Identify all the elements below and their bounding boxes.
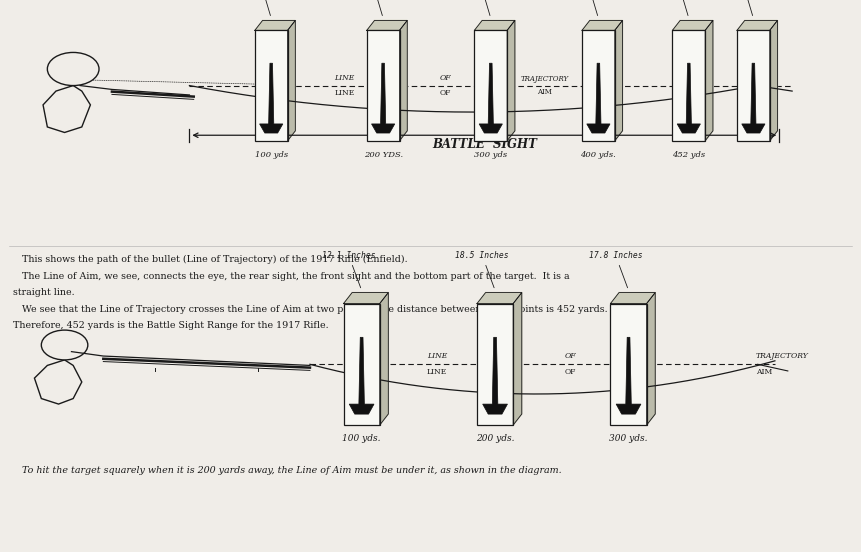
Text: This shows the path of the bullet (Line of Trajectory) of the 1917 Rifle (Enfiel: This shows the path of the bullet (Line … — [13, 255, 407, 264]
Polygon shape — [586, 63, 610, 133]
Polygon shape — [737, 20, 777, 30]
Polygon shape — [474, 20, 515, 30]
Polygon shape — [260, 63, 282, 133]
Bar — [737, 30, 770, 141]
Text: The Line of Aim, we see, connects the eye, the rear sight, the front sight and t: The Line of Aim, we see, connects the ey… — [13, 272, 569, 280]
Bar — [672, 30, 705, 141]
Polygon shape — [367, 20, 407, 30]
Text: BATTLE  SIGHT: BATTLE SIGHT — [432, 138, 536, 151]
Bar — [255, 30, 288, 141]
Polygon shape — [615, 20, 623, 141]
Polygon shape — [400, 20, 407, 141]
Bar — [344, 304, 380, 425]
Text: 18.5 Inches: 18.5 Inches — [455, 251, 509, 288]
Text: 12.1 Inches: 12.1 Inches — [322, 251, 375, 288]
Polygon shape — [582, 20, 623, 30]
Text: 452 yds: 452 yds — [672, 151, 705, 158]
Text: 0. INCHES: 0. INCHES — [240, 0, 282, 15]
Text: LINE: LINE — [334, 89, 355, 97]
Text: We see that the Line of Trajectory crosses the Line of Aim at two points.  The d: We see that the Line of Trajectory cross… — [13, 305, 608, 314]
Text: 8.6 INCHES: 8.6 INCHES — [655, 0, 702, 15]
Text: 100 yds: 100 yds — [255, 151, 288, 158]
Polygon shape — [344, 293, 388, 304]
Polygon shape — [507, 20, 515, 141]
Text: straight line.: straight line. — [13, 288, 75, 297]
Bar — [367, 30, 400, 141]
Text: LINE: LINE — [427, 368, 447, 376]
Polygon shape — [513, 293, 522, 425]
Polygon shape — [43, 86, 90, 132]
Text: 100 yds.: 100 yds. — [343, 434, 381, 443]
Polygon shape — [483, 337, 507, 414]
Text: 200 yds.: 200 yds. — [476, 434, 514, 443]
Polygon shape — [288, 20, 295, 141]
Text: AIM: AIM — [537, 88, 552, 96]
Text: 300 yds.: 300 yds. — [610, 434, 647, 443]
Polygon shape — [255, 20, 295, 30]
Text: OF: OF — [440, 74, 451, 82]
Polygon shape — [616, 337, 641, 414]
Circle shape — [41, 330, 88, 360]
Polygon shape — [672, 20, 713, 30]
Text: 12.1 INCHES: 12.1 INCHES — [347, 0, 399, 15]
Bar — [474, 30, 507, 141]
Polygon shape — [34, 360, 82, 404]
Text: 17.8 INCHES: 17.8 INCHES — [562, 0, 614, 15]
Polygon shape — [477, 293, 522, 304]
Text: OF: OF — [440, 89, 451, 97]
Polygon shape — [380, 293, 388, 425]
Text: OF: OF — [565, 368, 576, 376]
Text: 200 YDS.: 200 YDS. — [363, 151, 403, 158]
Polygon shape — [350, 337, 374, 414]
Text: Therefore, 452 yards is the Battle Sight Range for the 1917 Rifle.: Therefore, 452 yards is the Battle Sight… — [13, 321, 329, 330]
Text: 300 yds: 300 yds — [474, 151, 507, 158]
Text: LINE: LINE — [334, 74, 355, 82]
Circle shape — [47, 52, 99, 86]
Polygon shape — [647, 293, 655, 425]
Text: OF: OF — [565, 353, 576, 360]
Polygon shape — [479, 63, 502, 133]
Text: 0. INCHES: 0. INCHES — [722, 0, 764, 15]
Text: TRAJECTORY: TRAJECTORY — [521, 75, 568, 83]
Text: TRAJECTORY: TRAJECTORY — [756, 353, 808, 360]
Polygon shape — [678, 63, 701, 133]
Text: LINE: LINE — [427, 353, 447, 360]
Polygon shape — [705, 20, 713, 141]
Text: 17.8 Inches: 17.8 Inches — [589, 251, 642, 288]
Text: AIM: AIM — [756, 368, 772, 376]
Bar — [582, 30, 615, 141]
Text: 18.5 INCHES: 18.5 INCHES — [455, 0, 506, 15]
Text: 400 yds.: 400 yds. — [580, 151, 616, 158]
Text: To hit the target squarely when it is 200 yards away, the Line of Aim must be un: To hit the target squarely when it is 20… — [13, 466, 561, 475]
Polygon shape — [372, 63, 394, 133]
Polygon shape — [742, 63, 765, 133]
Bar — [477, 304, 513, 425]
Polygon shape — [770, 20, 777, 141]
Bar — [610, 304, 647, 425]
Polygon shape — [610, 293, 655, 304]
